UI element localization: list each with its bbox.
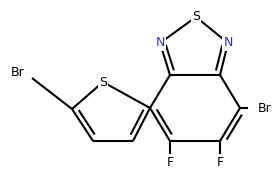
Text: S: S [99, 75, 107, 89]
Text: N: N [223, 37, 233, 49]
Text: F: F [166, 155, 174, 169]
Text: Br: Br [258, 102, 272, 115]
Text: Br: Br [11, 66, 25, 79]
Text: F: F [216, 155, 223, 169]
Text: S: S [192, 10, 200, 24]
Text: N: N [155, 37, 165, 49]
